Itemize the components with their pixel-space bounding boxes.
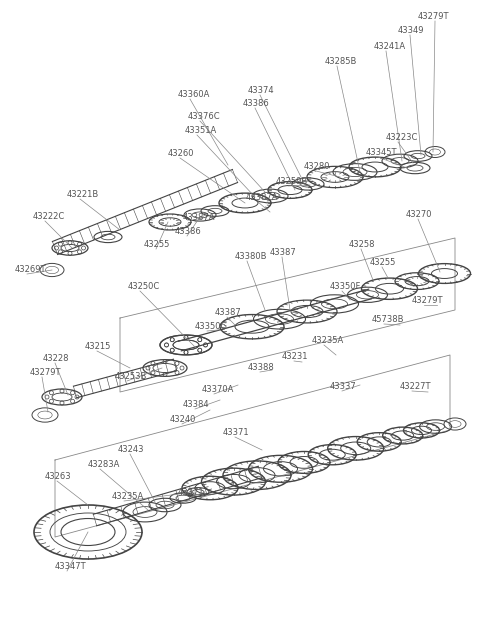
Text: 43350G: 43350G [195, 322, 228, 331]
Text: 43223C: 43223C [386, 133, 419, 142]
Text: 43228: 43228 [43, 354, 70, 363]
Text: 43285B: 43285B [325, 57, 358, 66]
Text: 43370A: 43370A [202, 385, 234, 394]
Text: 43260: 43260 [168, 149, 194, 158]
Text: 45738B: 45738B [372, 315, 405, 324]
Text: 43279T: 43279T [30, 368, 61, 377]
Text: 43345T: 43345T [366, 148, 397, 157]
Text: 43255: 43255 [144, 240, 170, 249]
Text: 43380B: 43380B [235, 252, 267, 261]
Text: 43221B: 43221B [67, 190, 99, 199]
Text: 43279T: 43279T [418, 12, 449, 21]
Text: 43231: 43231 [282, 352, 309, 361]
Text: 43387: 43387 [270, 248, 297, 257]
Text: 43350F: 43350F [330, 282, 361, 291]
Text: 43263: 43263 [45, 472, 72, 481]
Text: 43388: 43388 [248, 363, 275, 372]
Text: 43235A: 43235A [312, 336, 344, 345]
Text: 43253B: 43253B [115, 372, 147, 381]
Text: 43250C: 43250C [128, 282, 160, 291]
Text: 43349: 43349 [398, 26, 424, 35]
Text: 43269T: 43269T [15, 265, 47, 274]
Text: 43283A: 43283A [88, 460, 120, 469]
Text: 43215: 43215 [85, 342, 111, 351]
Text: 43387: 43387 [215, 308, 242, 317]
Text: 43387A: 43387A [183, 213, 216, 222]
Text: 43227T: 43227T [400, 382, 432, 391]
Text: 43235A: 43235A [112, 492, 144, 501]
Text: 43386: 43386 [175, 227, 202, 236]
Text: 43259B: 43259B [276, 177, 308, 186]
Text: 43258: 43258 [349, 240, 375, 249]
Text: 43386: 43386 [243, 99, 270, 108]
Text: 43280: 43280 [304, 162, 331, 171]
Text: 43384: 43384 [183, 400, 210, 409]
Text: 43243: 43243 [118, 445, 144, 454]
Text: 43270: 43270 [406, 210, 432, 219]
Text: 43222C: 43222C [33, 212, 65, 221]
Text: 43360A: 43360A [178, 90, 210, 99]
Text: 43371: 43371 [178, 488, 204, 497]
Text: 43371: 43371 [223, 428, 250, 437]
Text: 43374: 43374 [248, 86, 275, 95]
Text: 43240: 43240 [170, 415, 196, 424]
Text: 43347T: 43347T [55, 562, 86, 571]
Text: 43387A: 43387A [246, 193, 278, 202]
Text: 43255: 43255 [370, 258, 396, 267]
Text: 43337: 43337 [330, 382, 357, 391]
Text: 43351A: 43351A [185, 126, 217, 135]
Text: 43241A: 43241A [374, 42, 406, 51]
Text: 43376C: 43376C [188, 112, 221, 121]
Text: 43279T: 43279T [412, 296, 444, 305]
